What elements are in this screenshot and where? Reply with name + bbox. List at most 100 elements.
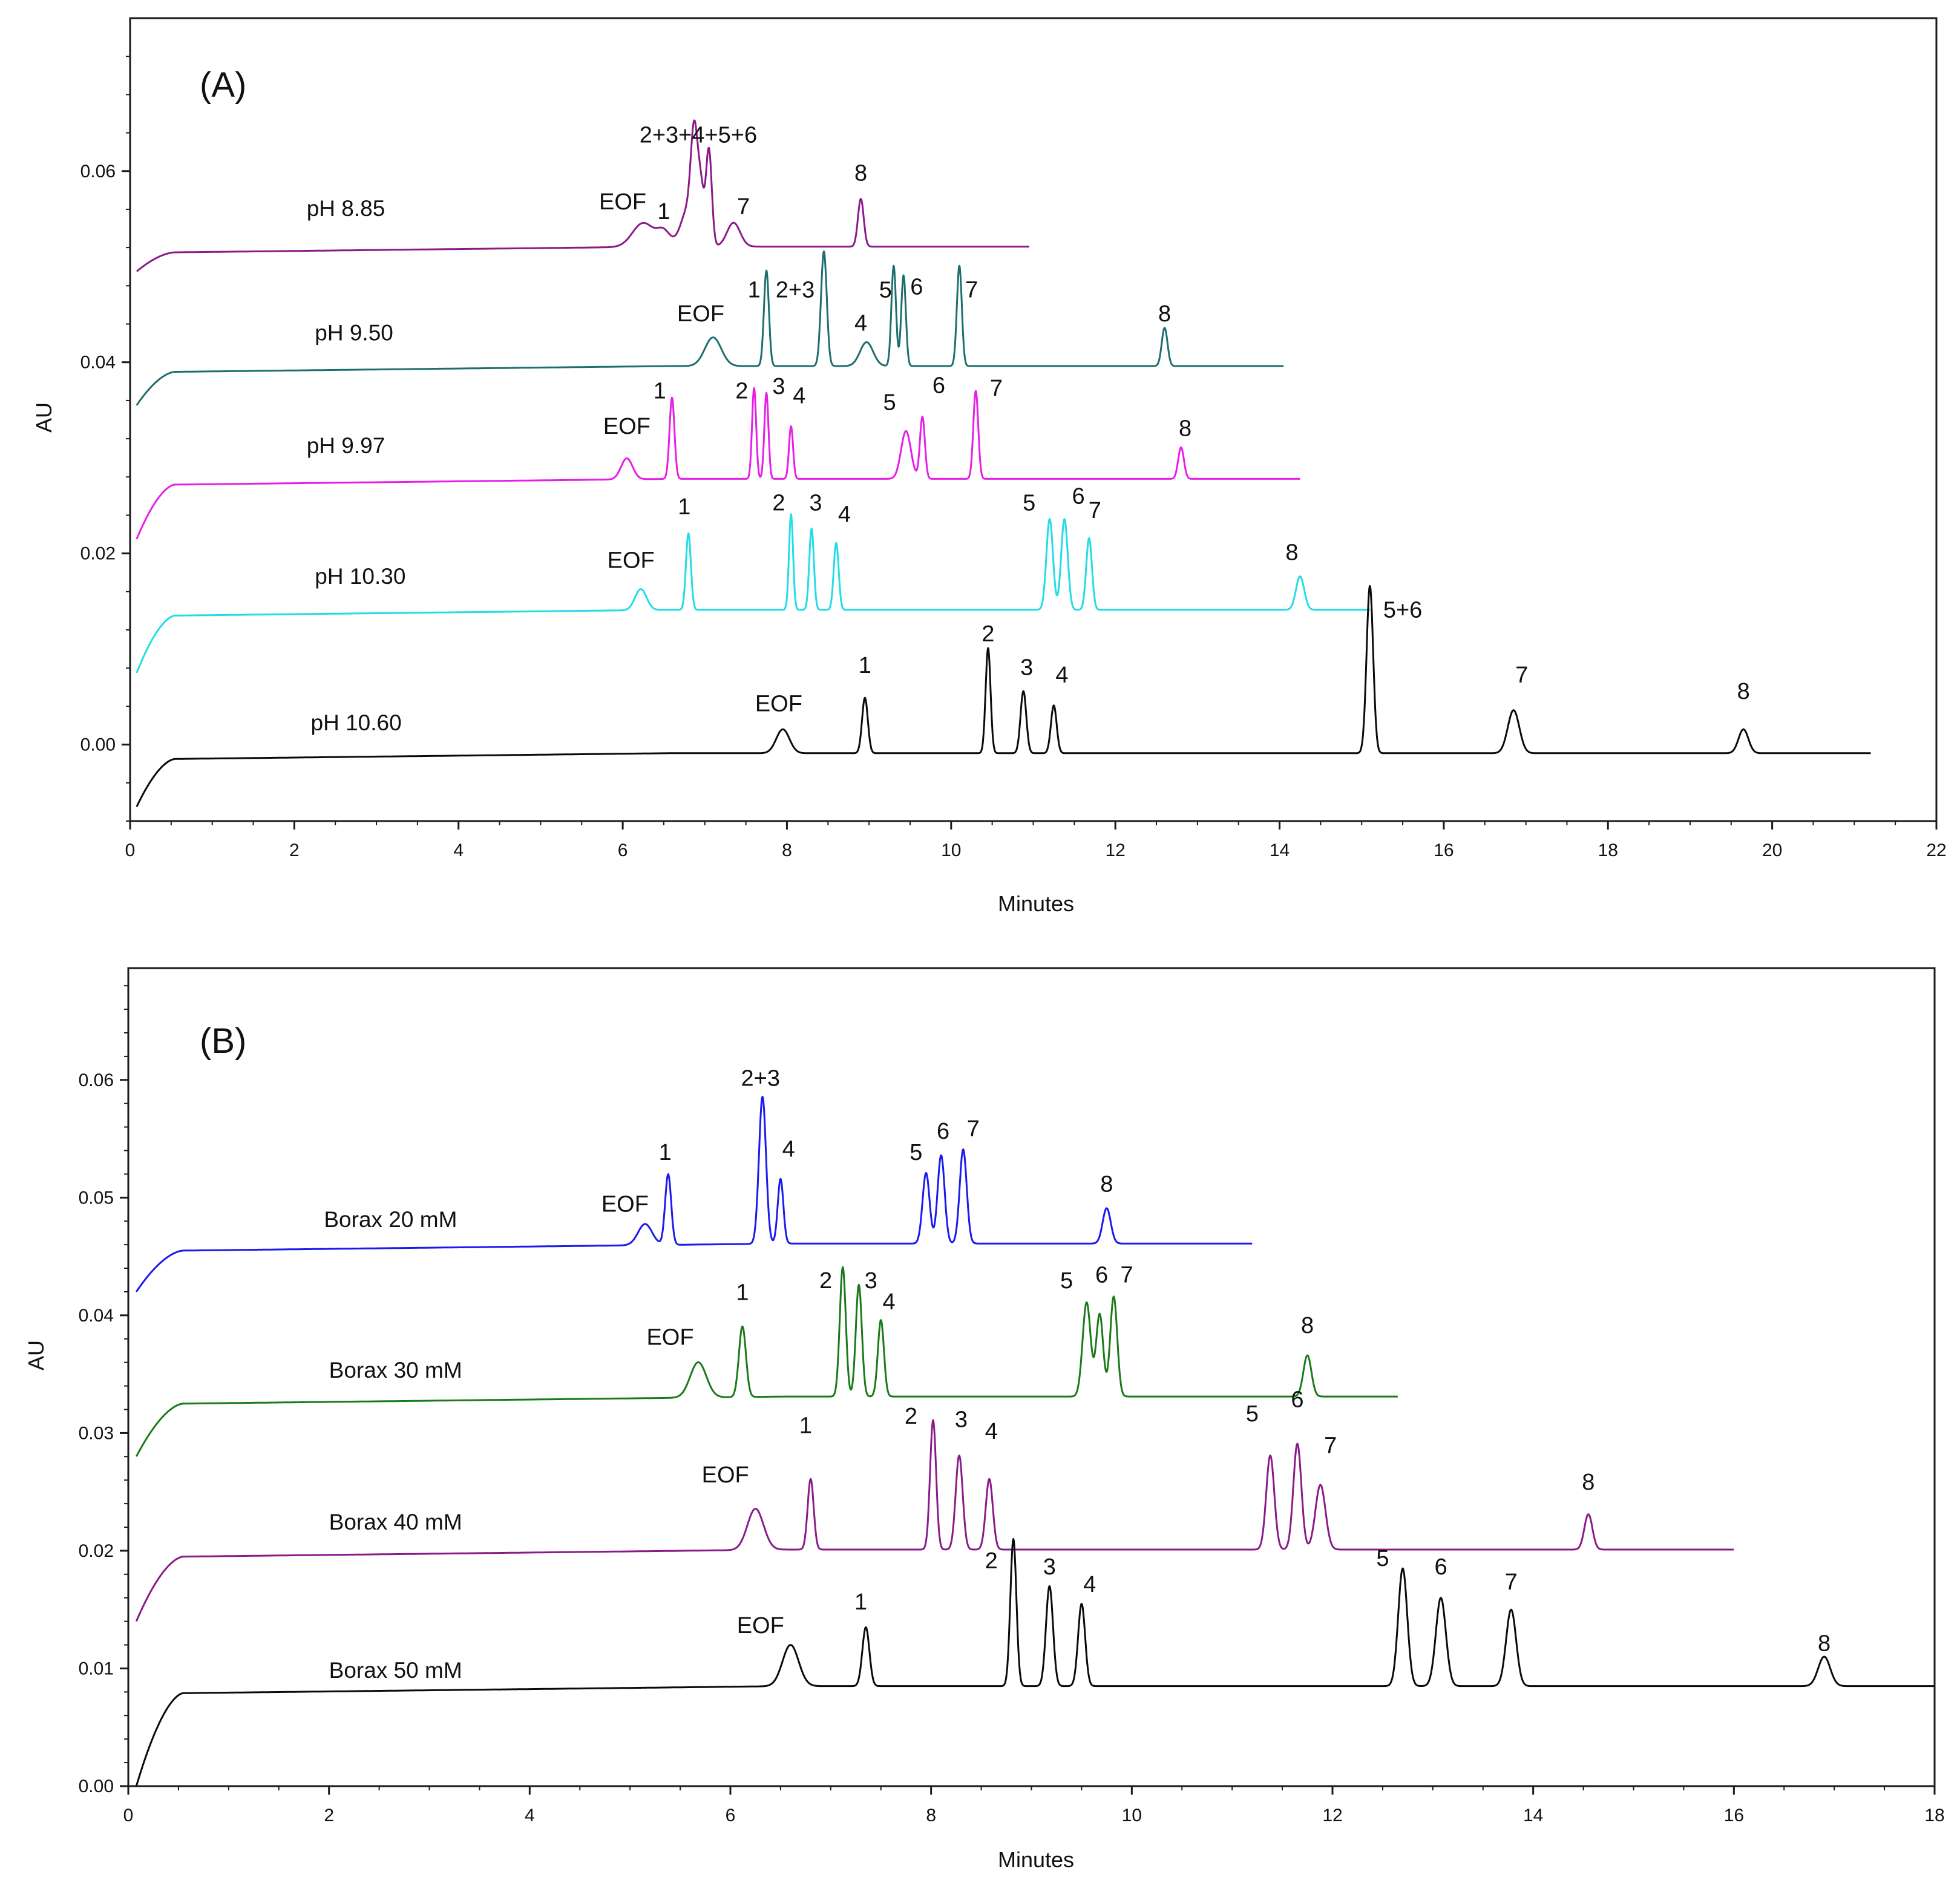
- panel-b-y-tick-label: 0.03: [79, 1423, 114, 1443]
- peak-label: 6: [1072, 484, 1085, 509]
- peak-label: 5: [1246, 1401, 1259, 1427]
- trace-line-borax-50-mm: [135, 1538, 1935, 1787]
- peak-label: 1: [748, 277, 761, 303]
- panel-b-x-tick-label: 16: [1724, 1806, 1744, 1825]
- panel-b-x-tick-label: 10: [1122, 1806, 1142, 1825]
- panel-b-axes: 0 2 4 6 8 10 12 14 16 180.000.010.020.030.040.050…: [79, 985, 1945, 1825]
- peak-label: 4: [1083, 1572, 1096, 1597]
- peak-label: 5: [910, 1140, 922, 1165]
- peak-label: 7: [990, 376, 1003, 401]
- trace-ph-8-85: pH 8.85 EOF 1 2+3+4+5+6 7 8: [136, 119, 1030, 272]
- panel-b-x-tick-label: 14: [1523, 1806, 1543, 1825]
- peak-label: EOF: [646, 1325, 693, 1350]
- peak-label: 8: [1100, 1172, 1113, 1197]
- panel-b-y-axis-title: AU: [24, 1340, 48, 1370]
- trace-line-ph-10-30: [136, 513, 1371, 673]
- panel-a-x-tick-label: 22: [1926, 840, 1946, 860]
- panel-a-y-tick-label: 0.00: [80, 735, 116, 755]
- panel-a-y-tick-label: 0.06: [80, 162, 116, 182]
- peak-label: EOF: [599, 189, 646, 215]
- peak-label: 8: [1158, 301, 1171, 327]
- peak-label: 7: [1089, 498, 1101, 523]
- peak-label: 6: [910, 275, 923, 300]
- panel-b-x-tick-label: 18: [1924, 1806, 1944, 1825]
- panel-b-y-tick-label: 0.02: [79, 1541, 114, 1561]
- panel-b-y-tick-label: 0.04: [79, 1306, 114, 1326]
- trace-label: pH 10.30: [315, 564, 405, 589]
- peak-label: EOF: [603, 414, 651, 439]
- trace-label: Borax 50 mM: [329, 1658, 462, 1683]
- trace-label: pH 8.85: [307, 196, 385, 221]
- trace-label: Borax 40 mM: [329, 1510, 462, 1534]
- panel-b-x-tick-label: 6: [726, 1806, 736, 1825]
- peak-label: 5: [1376, 1546, 1389, 1571]
- peak-label: 6: [1291, 1387, 1303, 1413]
- panel-a-frame: [129, 17, 1938, 822]
- panel-b-x-tick-label: 12: [1322, 1806, 1342, 1825]
- peak-label: 6: [932, 373, 945, 398]
- peak-label: 5: [879, 277, 892, 303]
- peak-label: 7: [967, 1116, 980, 1142]
- peak-label: 7: [737, 194, 750, 220]
- trace-line-ph-9-97: [136, 387, 1301, 540]
- peak-label: 4: [854, 311, 867, 336]
- peak-label: 4: [838, 502, 851, 528]
- panel-b-y-tick-label: 0.00: [79, 1776, 114, 1796]
- peak-label: 2+3: [776, 277, 814, 303]
- peak-label: EOF: [677, 301, 724, 327]
- peak-label: 5: [883, 390, 896, 416]
- trace-label: Borax 30 mM: [329, 1358, 462, 1383]
- panel-b-x-tick-label: 2: [324, 1806, 334, 1825]
- panel-a-x-tick-label: 16: [1434, 840, 1454, 860]
- peak-label: 2: [982, 621, 994, 647]
- panel-a-y-tick-label: 0.02: [80, 544, 116, 564]
- peak-label: 6: [1435, 1554, 1447, 1580]
- peak-label: 1: [854, 1589, 867, 1615]
- panel-b-frame: [127, 967, 1936, 1787]
- peak-label: 4: [1055, 663, 1068, 688]
- trace-line-ph-9-50: [136, 250, 1285, 406]
- panel-a-x-tick-label: 6: [618, 840, 628, 860]
- peak-label: 2: [772, 491, 785, 516]
- peak-label: 3: [955, 1407, 968, 1433]
- peak-label: 8: [1179, 416, 1191, 441]
- peak-label: 7: [1505, 1570, 1518, 1595]
- peak-label: 7: [1515, 663, 1528, 688]
- peak-label: 1: [799, 1413, 812, 1438]
- peak-label: 5+6: [1383, 598, 1422, 623]
- peak-label: 4: [782, 1136, 795, 1162]
- panel-a-x-tick-label: 0: [125, 840, 136, 860]
- panel-b-x-axis-title: Minutes: [998, 1847, 1074, 1872]
- peak-label: 1: [657, 199, 670, 224]
- peak-label: 2: [735, 379, 748, 404]
- peak-label: EOF: [755, 691, 802, 716]
- trace-borax-50-mm: Borax 50 mM EOF 1 2 3 4 5 6 7 8: [135, 1538, 1935, 1787]
- trace-line-borax-40-mm: [135, 1419, 1734, 1622]
- trace-line-borax-20-mm: [136, 1096, 1253, 1292]
- peak-label: 4: [985, 1419, 998, 1444]
- panel-b-x-tick-label: 0: [123, 1806, 134, 1825]
- peak-label: 3: [772, 374, 785, 399]
- peak-label: 5: [1060, 1268, 1073, 1294]
- peak-label: 1: [678, 494, 690, 520]
- peak-label: 2: [819, 1268, 832, 1294]
- panel-a-x-tick-label: 2: [289, 840, 300, 860]
- peak-label: 1: [859, 653, 871, 678]
- panel-b-y-tick-label: 0.05: [79, 1188, 114, 1208]
- peak-label: 3: [1043, 1554, 1056, 1580]
- peak-label: 2: [905, 1404, 917, 1429]
- panel-a-x-tick-label: 4: [453, 840, 464, 860]
- panel-a-x-tick-label: 10: [941, 840, 961, 860]
- panel-a-x-tick-label: 12: [1105, 840, 1125, 860]
- trace-label: pH 9.50: [315, 320, 393, 345]
- peak-label: 8: [1582, 1470, 1595, 1495]
- panel-a-x-axis-title: Minutes: [998, 891, 1074, 916]
- panel-a-x-tick-label: 20: [1762, 840, 1782, 860]
- peak-label: 8: [1301, 1313, 1314, 1338]
